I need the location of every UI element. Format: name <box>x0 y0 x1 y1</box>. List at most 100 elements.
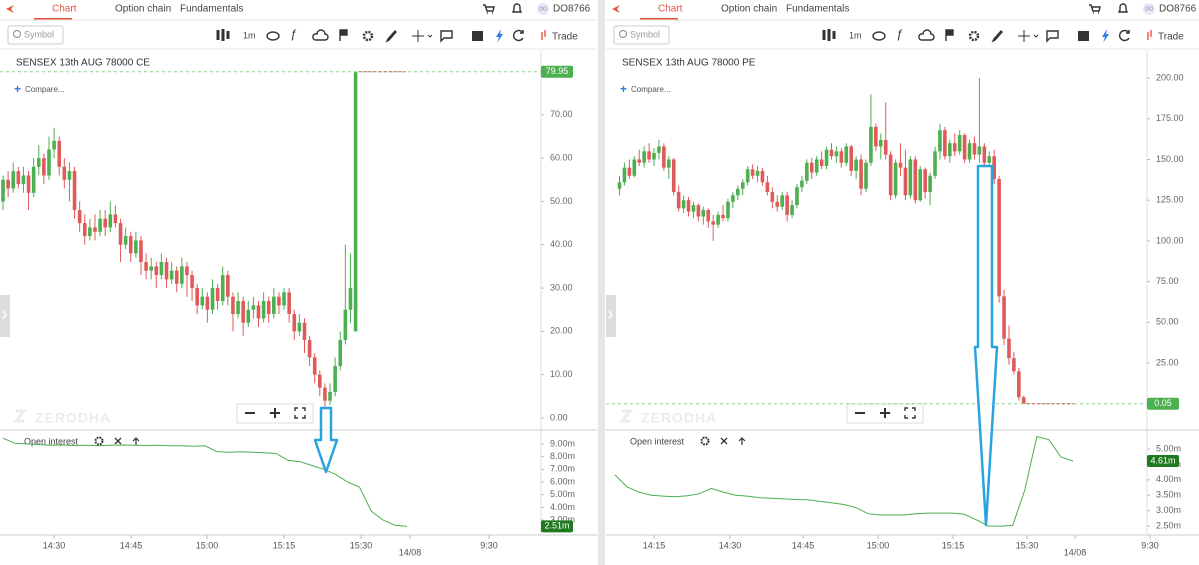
trade-button[interactable]: Trade <box>552 32 578 43</box>
eye-icon[interactable] <box>266 31 280 41</box>
candle-body <box>652 152 656 160</box>
bolt-icon[interactable] <box>1102 29 1109 43</box>
candle-body <box>686 200 691 212</box>
candle-body <box>149 266 153 271</box>
candle-body <box>113 214 118 224</box>
candle-body <box>287 292 291 315</box>
candle-body <box>883 139 888 155</box>
interval[interactable]: 1m <box>849 30 862 40</box>
pencil-icon[interactable] <box>991 29 1003 43</box>
oi-last-label: 2.51m <box>544 521 569 531</box>
cart-icon[interactable] <box>483 4 495 14</box>
cloud-icon[interactable] <box>312 29 329 41</box>
candle-icon[interactable] <box>822 29 836 41</box>
gear-icon[interactable] <box>362 30 374 42</box>
compare-plus[interactable]: + <box>620 82 627 96</box>
candle-body <box>952 143 957 152</box>
oi-close[interactable] <box>114 437 122 445</box>
fullscreen[interactable] <box>294 407 306 419</box>
crosshair-icon[interactable] <box>412 30 433 42</box>
candle-body <box>943 130 947 157</box>
compare-link[interactable]: Compare... <box>631 85 671 94</box>
comment-icon[interactable] <box>440 30 453 43</box>
bell-icon[interactable] <box>1117 3 1129 13</box>
eye-icon[interactable] <box>872 31 886 41</box>
y-tick-label: 50.00 <box>1156 317 1179 327</box>
oi-settings[interactable] <box>700 436 710 446</box>
panel-icon[interactable] <box>1078 31 1089 41</box>
candle-body <box>809 162 814 173</box>
flag-icon[interactable] <box>945 29 954 41</box>
fx-icon[interactable]: ƒ <box>896 27 903 41</box>
side-expander-chevron <box>2 310 7 320</box>
search-box[interactable] <box>7 25 64 45</box>
zoom-in[interactable] <box>270 408 280 418</box>
candle-body <box>195 288 199 306</box>
candle-icon[interactable] <box>216 29 230 41</box>
candle-body <box>745 169 750 183</box>
comment-icon[interactable] <box>1046 30 1059 43</box>
nav-tab[interactable]: Chart <box>658 4 683 15</box>
bolt-icon[interactable] <box>496 29 503 43</box>
oi-close[interactable] <box>720 437 728 445</box>
nav-tab[interactable]: Fundamentals <box>786 4 849 15</box>
fx-icon[interactable]: ƒ <box>290 27 297 41</box>
chart-title: SENSEX 13th AUG 78000 CE <box>16 58 150 69</box>
y-tick-label: 150.00 <box>1156 154 1184 164</box>
avatar[interactable] <box>537 3 549 15</box>
refresh-icon[interactable] <box>1119 29 1130 42</box>
user-id[interactable]: DO8766 <box>553 4 591 15</box>
candle-body <box>231 296 235 315</box>
compare-plus[interactable]: + <box>14 82 21 96</box>
cart-icon[interactable] <box>1089 4 1101 14</box>
candle-body <box>933 151 937 176</box>
bell-icon[interactable] <box>511 3 523 13</box>
cloud-icon[interactable] <box>918 29 935 41</box>
last-price-label: 79.95 <box>546 66 569 76</box>
candle-body <box>205 296 210 310</box>
nav-tab[interactable]: Option chain <box>115 4 171 15</box>
candle-body <box>307 340 312 358</box>
watermark: ZERODHA <box>35 410 111 426</box>
trade-icon[interactable] <box>541 30 546 40</box>
refresh-icon[interactable] <box>513 29 524 42</box>
interval[interactable]: 1m <box>243 30 256 40</box>
candle-body <box>21 175 26 185</box>
crosshair-icon[interactable] <box>1018 30 1039 42</box>
flag-icon[interactable] <box>339 29 348 41</box>
candle-body <box>790 205 794 215</box>
panel-icon[interactable] <box>472 31 483 41</box>
oi-move-up[interactable] <box>738 437 746 445</box>
avatar[interactable] <box>1143 3 1155 15</box>
candle-body <box>277 296 281 306</box>
candle-body <box>874 126 878 147</box>
nav-tab[interactable]: Option chain <box>721 4 777 15</box>
oi-label: Open interest <box>24 436 79 446</box>
x-tick-label: 14:30 <box>719 540 742 550</box>
candle-body <box>676 192 681 209</box>
trade-button[interactable]: Trade <box>1158 32 1184 43</box>
pencil-icon[interactable] <box>385 29 397 43</box>
oi-move-up[interactable] <box>132 437 140 445</box>
candle-body <box>108 214 113 228</box>
gear-icon[interactable] <box>968 30 980 42</box>
candle-body <box>67 171 72 180</box>
trade-icon[interactable] <box>1147 30 1152 40</box>
logo <box>612 5 620 13</box>
search-placeholder: Symbol <box>630 29 660 39</box>
user-id[interactable]: DO8766 <box>1159 4 1197 15</box>
y-tick-label: 10.00 <box>550 369 573 379</box>
x-tick-label: 14/08 <box>399 547 422 557</box>
oi-settings[interactable] <box>94 436 104 446</box>
compare-link[interactable]: Compare... <box>25 85 65 94</box>
zoom-in[interactable] <box>880 408 890 418</box>
nav-tab[interactable]: Fundamentals <box>180 4 243 15</box>
nav-tab[interactable]: Chart <box>52 4 77 15</box>
candle-body <box>637 159 642 163</box>
fullscreen[interactable] <box>904 407 916 419</box>
candle-body <box>128 236 133 254</box>
candle-body <box>834 151 839 157</box>
search-box[interactable] <box>613 25 670 45</box>
candle-body <box>164 262 169 280</box>
candle-body <box>31 166 36 193</box>
